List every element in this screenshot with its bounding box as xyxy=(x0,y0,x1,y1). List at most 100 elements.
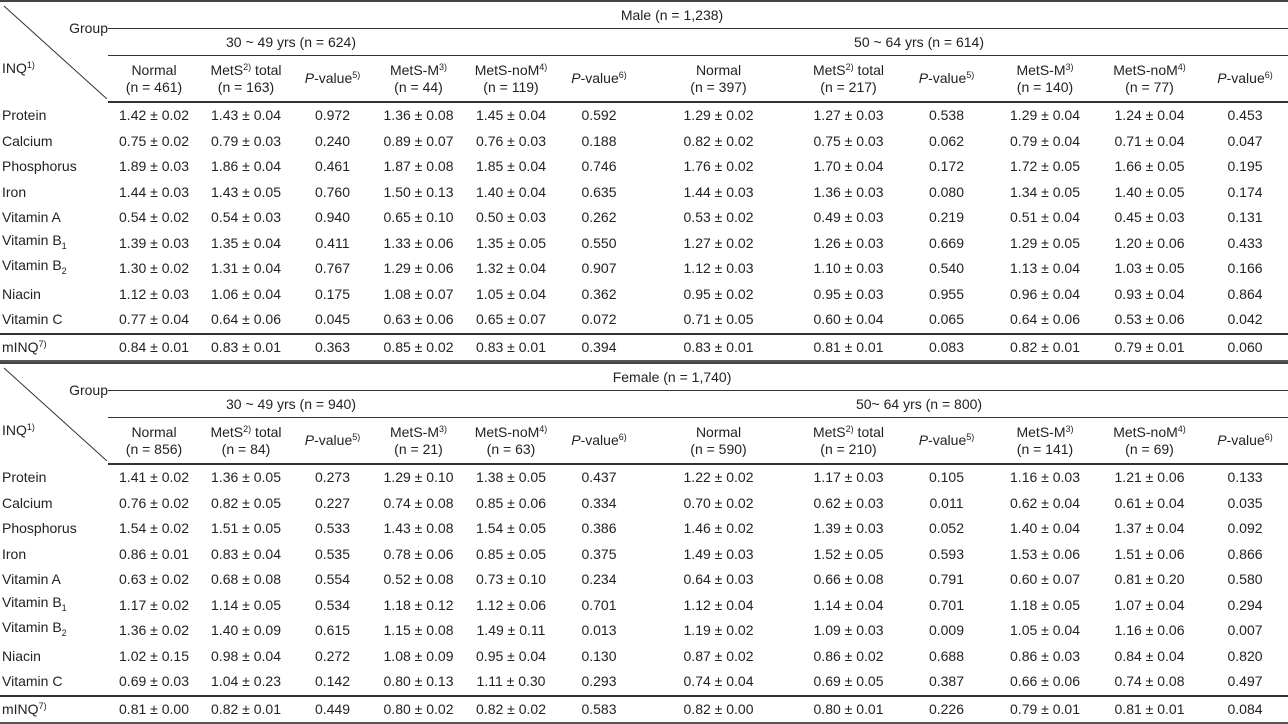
mean-se-cell: 1.26 ± 0.03 xyxy=(813,234,884,251)
nutrient-label: Niacin xyxy=(0,644,108,670)
p-value-cell: 0.955 xyxy=(928,285,965,302)
mean-se-cell: 0.83 ± 0.01 xyxy=(476,338,546,355)
p-value-cell: 0.273 xyxy=(314,469,351,486)
sex-group-title-text: Female (n = 1,740) xyxy=(612,368,732,385)
group-size: (n = 210) xyxy=(820,440,877,457)
mean-se-cell: 0.74 ± 0.08 xyxy=(383,494,454,511)
mean-se-cell: 1.12 ± 0.03 xyxy=(683,260,754,277)
footnote-ref: 4) xyxy=(539,423,548,434)
nutrient-label: Iron xyxy=(0,542,108,568)
p-value-cell: 0.013 xyxy=(581,622,617,639)
footnote-ref: 5) xyxy=(352,432,361,442)
p-value-cell: 0.130 xyxy=(581,647,617,664)
p-italic: P xyxy=(1217,70,1227,86)
mean-se-cell: 1.32 ± 0.04 xyxy=(476,260,546,277)
age-group-title: 30 ~ 49 yrs (n = 624) xyxy=(108,28,640,56)
mean-se-cell: 0.83 ± 0.01 xyxy=(211,338,281,355)
footnote-ref: 6) xyxy=(1264,432,1273,442)
inq-label: INQ1) xyxy=(2,422,35,439)
mean-se-cell: 0.82 ± 0.01 xyxy=(211,700,281,717)
p-value-cell: 0.060 xyxy=(1227,338,1263,355)
mean-se-cell: 1.39 ± 0.03 xyxy=(119,234,189,251)
p-value-cell: 0.972 xyxy=(314,107,351,124)
mean-se-cell: 1.49 ± 0.03 xyxy=(683,545,754,562)
sex-header-row: Group INQ1) Female (n = 1,740) xyxy=(0,363,1288,461)
footnote-ref: 2) xyxy=(243,61,252,72)
p-italic: P xyxy=(918,432,929,448)
p-value-cell: 0.907 xyxy=(581,260,617,277)
p-value-cell: 0.047 xyxy=(1227,132,1263,149)
mean-se-cell: 1.27 ± 0.02 xyxy=(683,234,754,251)
p-value-cell: 0.394 xyxy=(581,338,617,355)
mean-se-cell: 0.80 ± 0.13 xyxy=(373,669,464,697)
column-header-suffix: -value xyxy=(580,432,619,448)
p-value-cell: 0.334 xyxy=(581,494,617,511)
nutrient-label: Protein xyxy=(0,102,108,129)
p-value-cell: 0.175 xyxy=(314,285,351,302)
column-header: Normal (n = 461) xyxy=(108,55,200,103)
p-value-cell: 0.133 xyxy=(1227,469,1263,486)
table-row: Calcium 0.76 ± 0.02 0.82 ± 0.05 0.227 0.74 ±… xyxy=(0,491,1288,517)
column-header: MetS2) total (n = 217) xyxy=(797,55,900,103)
mean-se-cell: 1.38 ± 0.05 xyxy=(476,469,546,486)
mean-se-cell: 1.12 ± 0.04 xyxy=(683,596,754,613)
mean-se-cell: 0.64 ± 0.06 xyxy=(200,307,292,335)
footnote-ref: 7) xyxy=(38,338,47,349)
mean-se-cell: 1.72 ± 0.05 xyxy=(1010,158,1080,175)
p-value-cell: 0.262 xyxy=(581,209,617,226)
p-value-cell: 0.142 xyxy=(292,669,373,697)
nutrient-name: Vitamin C xyxy=(2,673,63,690)
group-size: (n = 84) xyxy=(221,440,271,457)
mean-se-cell: 0.82 ± 0.02 xyxy=(476,700,546,717)
sex-group-title-text: Male (n = 1,238) xyxy=(620,6,724,23)
mean-se-cell: 1.17 ± 0.02 xyxy=(119,596,189,613)
column-header: P-value5) xyxy=(900,417,993,465)
mean-se-cell: 0.79 ± 0.03 xyxy=(211,132,281,149)
p-value-cell: 0.746 xyxy=(581,158,617,175)
group-size: (n = 856) xyxy=(125,440,183,457)
mean-se-cell: 1.43 ± 0.04 xyxy=(211,107,281,124)
column-header: Normal (n = 397) xyxy=(640,55,797,103)
nutrient-name: Vitamin C xyxy=(2,311,63,328)
table-row: Vitamin C 0.69 ± 0.03 1.04 ± 0.23 0.142 0.80… xyxy=(0,669,1288,697)
footnote-ref: 6) xyxy=(618,70,627,80)
column-header: MetS-M3) (n = 140) xyxy=(993,55,1097,103)
mean-se-cell: 0.54 ± 0.03 xyxy=(211,209,281,226)
corner-header: Group INQ1) xyxy=(0,1,108,102)
p-value-cell: 0.009 xyxy=(928,622,965,639)
mean-se-cell: 0.53 ± 0.02 xyxy=(683,209,754,226)
group-size: (n = 163) xyxy=(217,78,275,95)
p-value-cell: 0.105 xyxy=(928,469,965,486)
column-header: P-value6) xyxy=(558,55,640,103)
mean-se-cell: 0.93 ± 0.04 xyxy=(1114,285,1185,302)
mean-se-cell: 1.85 ± 0.04 xyxy=(476,158,546,175)
footnote-ref: 3) xyxy=(1065,61,1074,72)
mean-se-cell: 1.50 ± 0.13 xyxy=(383,183,454,200)
p-value-cell: 0.635 xyxy=(581,183,617,200)
mean-se-cell: 1.09 ± 0.03 xyxy=(813,622,884,639)
p-italic: P xyxy=(918,70,929,86)
p-value-cell: 0.669 xyxy=(928,234,965,251)
mean-se-cell: 0.79 ± 0.01 xyxy=(1010,700,1080,717)
p-value-cell: 0.045 xyxy=(292,307,373,335)
p-value-cell: 0.580 xyxy=(1227,571,1263,588)
table-row: Vitamin B1 1.17 ± 0.02 1.14 ± 0.05 0.534 1.1… xyxy=(0,593,1288,619)
mean-se-cell: 0.83 ± 0.04 xyxy=(211,545,281,562)
nutrient-name: mINQ xyxy=(2,338,39,355)
p-value-cell: 0.940 xyxy=(314,209,351,226)
nutrient-name: Vitamin B xyxy=(2,231,62,248)
p-value-cell: 0.072 xyxy=(558,307,640,335)
p-value-cell: 0.820 xyxy=(1227,647,1263,664)
mean-se-cell: 1.53 ± 0.06 xyxy=(1010,545,1080,562)
footnote-ref: 6) xyxy=(1264,70,1273,80)
column-header: P-value6) xyxy=(558,417,640,465)
male-table: Group INQ1) Male (n = 1,238) 30 ~ 49 yrs (n… xyxy=(0,0,1288,362)
mean-se-cell: 0.86 ± 0.02 xyxy=(813,647,884,664)
table-row: Iron 1.44 ± 0.03 1.43 ± 0.05 0.760 1.50 ± 0.… xyxy=(0,180,1288,206)
mean-se-cell: 0.75 ± 0.03 xyxy=(813,132,884,149)
inq-label-text: INQ xyxy=(2,422,27,438)
mean-se-cell: 1.46 ± 0.02 xyxy=(683,520,754,537)
mean-se-cell: 0.52 ± 0.08 xyxy=(383,571,454,588)
female-table: Group INQ1) Female (n = 1,740) 30 ~ 49 yrs … xyxy=(0,362,1288,724)
mean-se-cell: 0.85 ± 0.06 xyxy=(476,494,546,511)
